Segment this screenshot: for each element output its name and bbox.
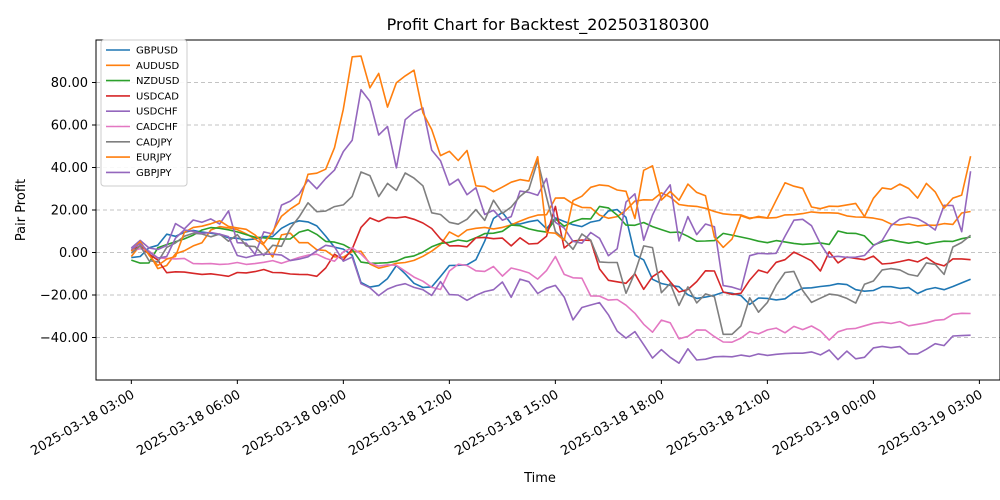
series-layer <box>130 55 972 365</box>
y-tick-label: 20.00 <box>51 204 88 219</box>
legend-label-eurjpy: EURJPY <box>136 153 172 164</box>
legend-items: GBPUSD AUDUSD NZDUSD USDCAD USDCHF CADCHF CADJ… <box>106 46 180 179</box>
x-tick-label: 2025-03-18 15:00 <box>452 387 561 459</box>
y-tick-label: 40.00 <box>51 161 88 176</box>
series-line-eurjpy <box>130 55 972 267</box>
grid-layer <box>96 82 1000 338</box>
legend-label-usdchf: USDCHF <box>136 107 178 118</box>
legend-label-nzdusd: NZDUSD <box>136 76 180 87</box>
y-axis-title: Pair Profit <box>14 179 29 241</box>
series-line-gbpjpy <box>130 229 971 365</box>
x-tick-label: 2025-03-19 03:00 <box>876 387 985 459</box>
y-tick-label: 60.00 <box>51 119 88 134</box>
chart-title: Profit Chart for Backtest_202503180300 <box>387 15 710 35</box>
legend: GBPUSD AUDUSD NZDUSD USDCAD USDCHF CADCHF CADJ… <box>100 39 188 187</box>
legend-label-usdcad: USDCAD <box>136 91 179 102</box>
y-tick-label: −20.00 <box>40 289 88 304</box>
series-line-usdchf <box>130 88 972 291</box>
x-tick-label: 2025-03-18 03:00 <box>28 387 137 459</box>
legend-label-gbpusd: GBPUSD <box>136 46 178 57</box>
legend-label-audusd: AUDUSD <box>136 61 180 72</box>
x-tick-label: 2025-03-18 21:00 <box>664 387 773 459</box>
x-axis-title: Time <box>523 471 556 486</box>
series-line-cadjpy <box>130 159 972 336</box>
x-tick-label: 2025-03-18 12:00 <box>346 387 455 459</box>
x-tick-label: 2025-03-19 00:00 <box>770 387 879 459</box>
series-line-audusd <box>130 192 971 270</box>
x-tick-label: 2025-03-18 06:00 <box>134 387 243 459</box>
series-line-usdcad <box>131 205 971 296</box>
series-line-nzdusd <box>131 205 971 265</box>
x-tick-label: 2025-03-18 09:00 <box>240 387 349 459</box>
legend-box <box>100 39 188 187</box>
y-tick-label: −40.00 <box>40 331 88 346</box>
y-tick-label: 0.00 <box>59 246 88 261</box>
x-tick-label: 2025-03-18 18:00 <box>558 387 667 459</box>
legend-label-cadchf: CADCHF <box>136 122 178 133</box>
series-line-cadchf <box>131 247 971 344</box>
y-tick-label: 80.00 <box>51 76 88 91</box>
legend-label-gbpjpy: GBPJPY <box>136 168 172 179</box>
legend-label-cadjpy: CADJPY <box>136 137 173 148</box>
